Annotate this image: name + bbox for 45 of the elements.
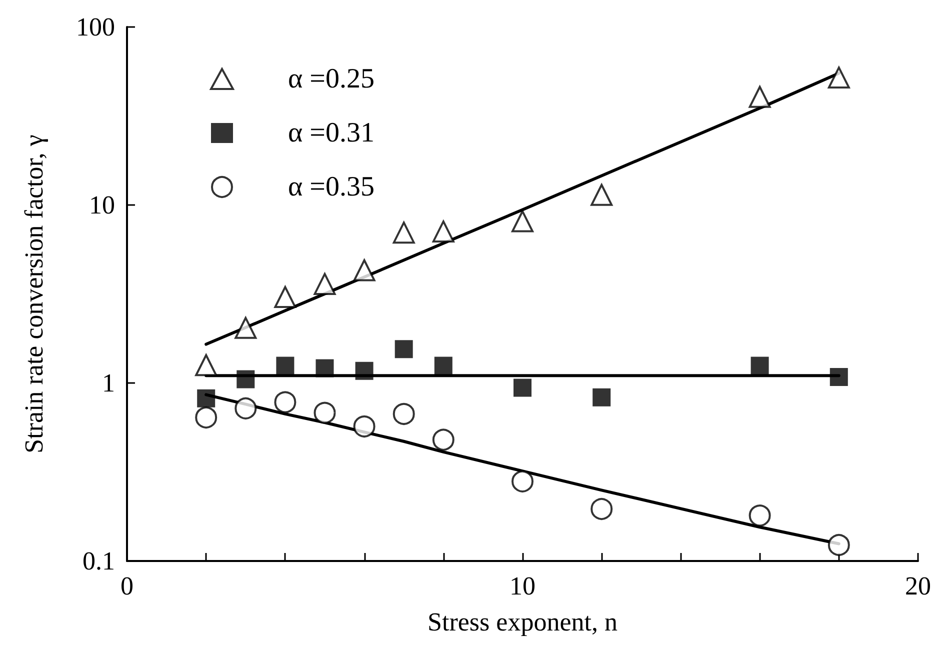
legend-label: α =0.31 — [288, 118, 374, 148]
x-tick-label: 0 — [120, 572, 134, 600]
point — [828, 66, 850, 89]
point — [234, 397, 257, 420]
point — [276, 356, 294, 375]
point — [353, 259, 376, 282]
point — [314, 402, 336, 424]
point — [195, 354, 218, 376]
x-tick-label: 10 — [510, 572, 536, 600]
point — [432, 428, 454, 451]
point — [274, 286, 296, 308]
point — [590, 184, 613, 206]
point — [512, 210, 534, 232]
point — [592, 388, 611, 406]
point — [748, 86, 771, 108]
point — [828, 534, 850, 556]
point — [432, 220, 454, 242]
point — [830, 368, 848, 386]
legend-label: α =0.25 — [288, 64, 374, 94]
point — [314, 272, 336, 295]
point — [434, 356, 452, 375]
legend-label: α =0.35 — [288, 172, 374, 202]
point — [195, 406, 218, 428]
point — [316, 359, 334, 378]
point — [514, 378, 532, 397]
point — [392, 222, 415, 244]
x-tick-label: 20 — [905, 572, 931, 600]
point — [197, 389, 216, 408]
point — [590, 498, 613, 520]
point — [748, 504, 771, 527]
point — [392, 402, 415, 425]
y-tick-label: 100 — [76, 12, 115, 42]
point — [512, 470, 534, 492]
y-axis-title: Strain rate conversion factor, γ — [20, 134, 48, 454]
point — [236, 370, 255, 388]
point — [355, 362, 374, 380]
x-axis-title: Stress exponent, n — [428, 608, 618, 636]
point — [353, 415, 376, 438]
point — [234, 316, 257, 339]
point — [394, 340, 413, 358]
y-tick-label: 10 — [89, 190, 115, 220]
y-tick-label: 0.1 — [82, 546, 115, 576]
point — [750, 356, 769, 375]
point — [274, 391, 296, 414]
y-tick-label: 1 — [102, 368, 115, 398]
